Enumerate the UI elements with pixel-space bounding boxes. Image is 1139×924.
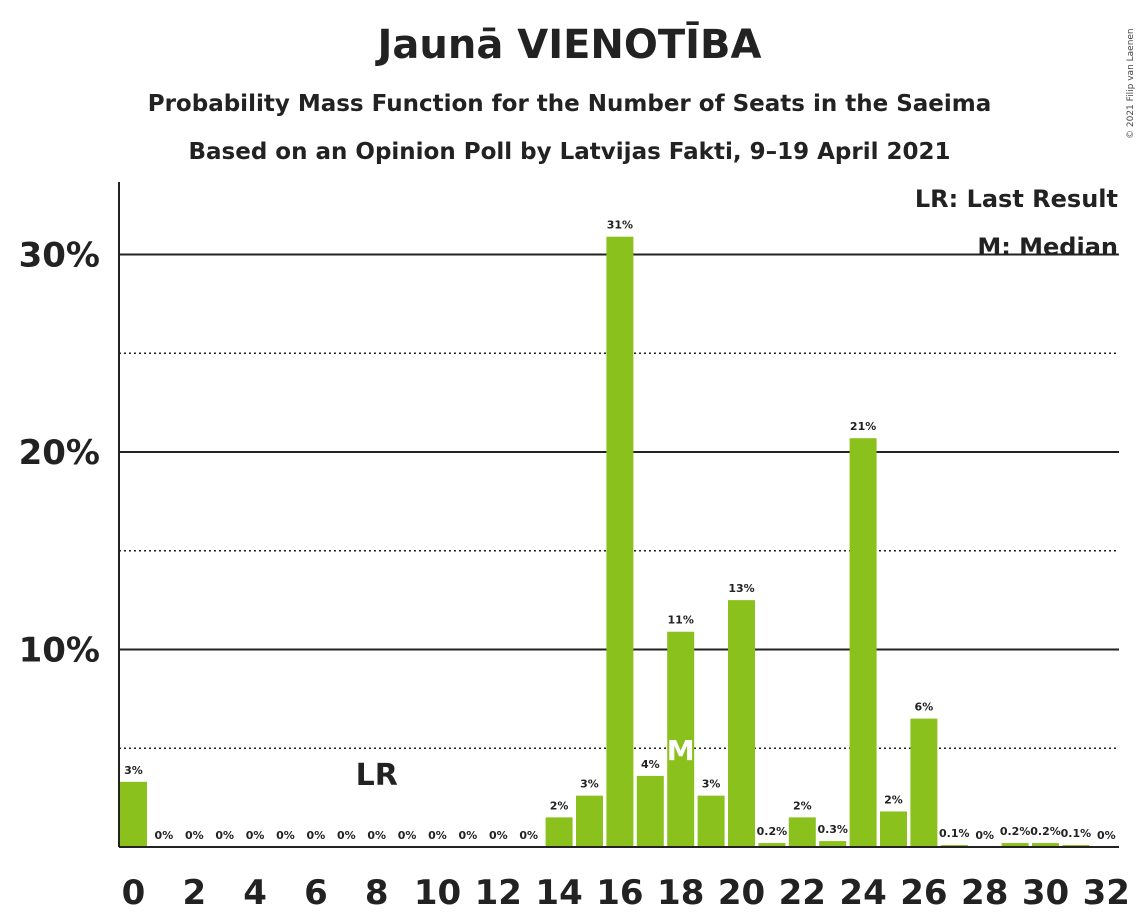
bar — [819, 841, 847, 847]
bar — [728, 600, 755, 847]
last-result-marker: LR — [356, 758, 398, 793]
x-tick-label: 16 — [596, 873, 643, 913]
x-tick-label: 14 — [535, 873, 582, 913]
y-tick-label: 10% — [19, 631, 100, 671]
x-tick-label: 22 — [779, 873, 826, 913]
value-labels: 3% 0% 0% 0% 0% 0% 0% 0% 0% 0% 0% 0% 0% 0% 2% 3% 31% 4% 11%… — [124, 219, 1115, 842]
value-label: 0.1% — [1061, 827, 1092, 840]
x-tick-label: 10 — [414, 873, 461, 913]
x-tick-label: 24 — [839, 873, 886, 913]
y-tick-label: 30% — [19, 236, 100, 276]
value-label: 0% — [489, 829, 508, 842]
median-marker: M — [667, 734, 695, 767]
x-tick-label: 4 — [243, 873, 267, 913]
value-label: 3% — [124, 764, 143, 777]
x-tick-label: 12 — [475, 873, 522, 913]
bar — [1032, 843, 1059, 847]
x-tick-label: 0 — [122, 873, 146, 913]
value-label: 0% — [215, 829, 234, 842]
chart-subtitle: Probability Mass Function for the Number… — [147, 91, 992, 117]
value-label: 4% — [641, 758, 660, 771]
x-tick-label: 32 — [1083, 873, 1130, 913]
value-label: 0.3% — [817, 823, 848, 836]
bar — [576, 795, 603, 847]
value-label: 3% — [702, 778, 721, 791]
value-label: 0% — [459, 829, 478, 842]
x-tick-label: 8 — [365, 873, 389, 913]
x-tick-label: 30 — [1022, 873, 1069, 913]
x-tick-label: 20 — [718, 873, 765, 913]
axes: 10%20%30%0 2 4 6 8 10 12 14 16 18 20 22 24 26 28 30 32 — [19, 182, 1130, 913]
value-label: 0.2% — [757, 825, 788, 838]
value-label: 0% — [185, 829, 204, 842]
value-label: 2% — [550, 799, 569, 812]
bar — [910, 718, 938, 847]
bars — [120, 236, 1090, 848]
value-label: 0% — [276, 829, 295, 842]
y-tick-label: 20% — [19, 433, 100, 473]
x-tick-label: 2 — [182, 873, 206, 913]
legend-last-result: LR: Last Result — [914, 185, 1118, 213]
value-label: 0% — [519, 829, 538, 842]
value-label: 0% — [246, 829, 265, 842]
bar — [880, 811, 907, 847]
bar — [697, 795, 725, 847]
markers: M LR — [356, 734, 695, 793]
bar — [849, 438, 877, 847]
value-label: 0.2% — [1000, 825, 1031, 838]
value-label: 0.2% — [1030, 825, 1061, 838]
value-label: 11% — [668, 614, 694, 627]
bar — [1001, 843, 1029, 847]
x-tick-label: 18 — [657, 873, 704, 913]
chart-subtitle-source: Based on an Opinion Poll by Latvijas Fak… — [188, 139, 951, 165]
value-label: 21% — [850, 420, 876, 433]
bar — [758, 843, 786, 847]
bar — [636, 775, 664, 847]
value-label: 0% — [1097, 829, 1116, 842]
x-tick-label: 6 — [304, 873, 328, 913]
value-label: 13% — [728, 582, 754, 595]
bar — [788, 817, 816, 847]
value-label: 0% — [428, 829, 447, 842]
value-label: 0% — [155, 829, 174, 842]
value-label: 0% — [975, 829, 994, 842]
legend-median: M: Median — [977, 233, 1118, 261]
bar — [545, 817, 573, 847]
value-label: 0.1% — [939, 827, 970, 840]
value-label: 31% — [607, 219, 633, 232]
value-label: 2% — [884, 793, 903, 806]
value-label: 3% — [580, 778, 599, 791]
value-label: 0% — [398, 829, 417, 842]
chart-title: Jaunā VIENOTĪBA — [377, 22, 762, 68]
value-label: 0% — [367, 829, 386, 842]
bar — [120, 781, 147, 847]
value-label: 0% — [337, 829, 356, 842]
bar — [667, 631, 695, 847]
x-tick-label: 28 — [961, 873, 1008, 913]
bar — [606, 236, 634, 848]
value-label: 6% — [915, 701, 934, 714]
x-tick-label: 26 — [900, 873, 947, 913]
value-label: 0% — [307, 829, 326, 842]
value-label: 2% — [793, 799, 812, 812]
